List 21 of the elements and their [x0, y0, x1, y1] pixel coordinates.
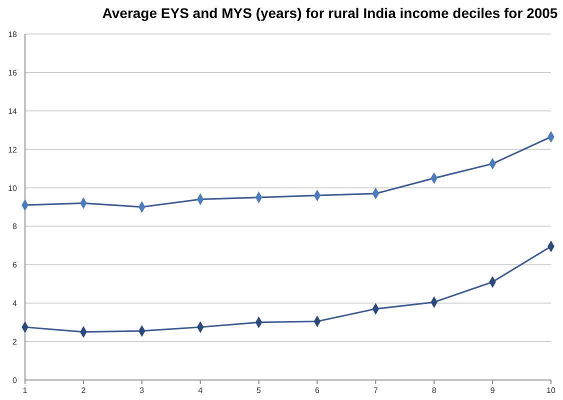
x-tick-label: 6 — [314, 386, 320, 395]
x-tick-label: 8 — [432, 386, 437, 395]
y-tick-label: 0 — [12, 376, 18, 385]
chart-title: Average EYS and MYS (years) for rural India income deciles for 2005 — [102, 5, 558, 21]
y-tick-label: 8 — [12, 222, 18, 232]
x-tick-label: 2 — [81, 386, 86, 395]
y-tick-label: 2 — [12, 338, 18, 347]
x-tick-label: 1 — [22, 386, 28, 395]
y-tick-label: 16 — [8, 68, 18, 78]
y-tick-label: 14 — [8, 106, 18, 116]
x-tick-label: 3 — [140, 386, 145, 395]
y-tick-label: 4 — [12, 299, 18, 308]
y-tick-label: 10 — [8, 184, 18, 193]
x-tick-label: 5 — [256, 386, 262, 395]
y-tick-label: 12 — [8, 145, 18, 154]
x-tick-label: 10 — [546, 386, 556, 395]
x-tick-label: 4 — [198, 386, 204, 395]
x-tick-label: 7 — [373, 386, 378, 395]
y-tick-label: 6 — [12, 260, 18, 270]
x-tick-label: 9 — [490, 386, 496, 395]
y-tick-label: 18 — [8, 30, 18, 39]
